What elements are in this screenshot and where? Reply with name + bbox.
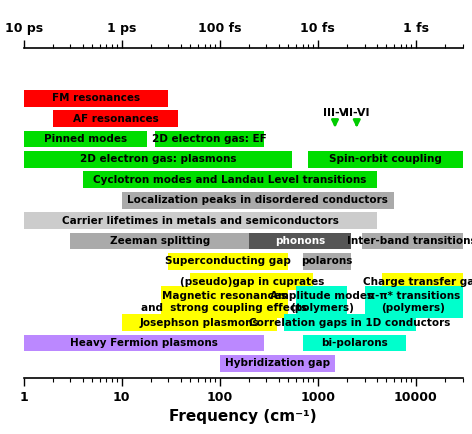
Bar	[308, 151, 463, 168]
Bar	[303, 253, 351, 270]
Text: bi-polarons: bi-polarons	[321, 338, 388, 348]
Text: Superconducting gap: Superconducting gap	[165, 256, 291, 266]
Text: Josephson plasmons: Josephson plasmons	[139, 318, 259, 328]
Bar	[24, 131, 147, 148]
Bar	[24, 335, 263, 351]
Bar	[169, 253, 288, 270]
Text: III-V: III-V	[323, 108, 347, 118]
Bar	[24, 90, 169, 107]
Text: Inter-band transitions: Inter-band transitions	[347, 236, 472, 246]
Bar	[83, 171, 377, 188]
Text: Magnetic resonances
and  strong coupling effects: Magnetic resonances and strong coupling …	[141, 291, 308, 313]
Bar	[364, 286, 463, 318]
Text: 2D electron gas: plasmons: 2D electron gas: plasmons	[80, 155, 236, 164]
Bar	[284, 314, 416, 331]
Bar	[249, 233, 351, 249]
Text: Localization peaks in disordered conductors: Localization peaks in disordered conduct…	[127, 195, 388, 205]
Text: phonons: phonons	[275, 236, 325, 246]
Bar	[160, 286, 288, 318]
Text: (pseudo)gap in cuprates: (pseudo)gap in cuprates	[179, 277, 324, 287]
Text: Amplitude modes
(polymers): Amplitude modes (polymers)	[270, 291, 373, 313]
Text: AF resonances: AF resonances	[73, 114, 159, 124]
Text: FM resonances: FM resonances	[52, 93, 140, 103]
Bar	[382, 273, 463, 290]
Bar	[219, 355, 335, 372]
Text: Cyclotron modes and Landau Level transitions: Cyclotron modes and Landau Level transit…	[93, 175, 366, 185]
Text: Heavy Fermion plasmons: Heavy Fermion plasmons	[70, 338, 218, 348]
Bar	[70, 233, 249, 249]
Bar	[53, 110, 178, 127]
Text: Correlation gaps in 1D conductors: Correlation gaps in 1D conductors	[249, 318, 450, 328]
Bar	[122, 314, 277, 331]
Bar	[24, 151, 292, 168]
Text: Pinned modes: Pinned modes	[43, 134, 126, 144]
Text: 2D electron gas: EF: 2D electron gas: EF	[152, 134, 267, 144]
Text: Spin-orbit coupling: Spin-orbit coupling	[329, 155, 442, 164]
Bar	[362, 233, 463, 249]
Text: Charge transfer gap: Charge transfer gap	[363, 277, 472, 287]
Bar	[190, 273, 313, 290]
Bar	[303, 335, 406, 351]
Text: π-π* transitions
(polymers): π-π* transitions (polymers)	[367, 291, 460, 313]
Bar	[24, 212, 377, 229]
Text: polarons: polarons	[301, 256, 353, 266]
Text: Zeeman splitting: Zeeman splitting	[110, 236, 210, 246]
Text: Carrier lifetimes in metals and semiconductors: Carrier lifetimes in metals and semicond…	[62, 216, 338, 226]
Text: Hybridization gap: Hybridization gap	[225, 358, 330, 368]
Bar	[122, 192, 394, 209]
Text: II-VI: II-VI	[345, 108, 369, 118]
Bar	[155, 131, 263, 148]
X-axis label: Frequency (cm⁻¹): Frequency (cm⁻¹)	[169, 409, 317, 424]
Bar	[296, 286, 347, 318]
